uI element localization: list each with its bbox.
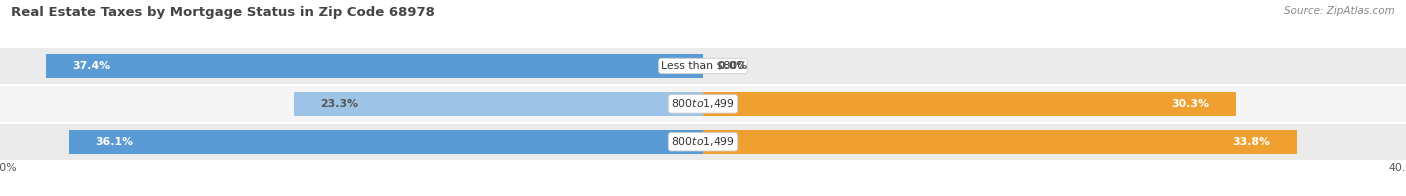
Text: $800 to $1,499: $800 to $1,499 [671, 97, 735, 110]
Bar [0, 86, 1406, 122]
Bar [0, 48, 1406, 84]
Bar [703, 130, 1296, 153]
Text: 30.3%: 30.3% [1171, 99, 1209, 109]
Bar [294, 92, 703, 116]
Bar [69, 130, 703, 153]
Text: 23.3%: 23.3% [321, 99, 359, 109]
Text: Less than $800: Less than $800 [661, 61, 745, 71]
Text: 36.1%: 36.1% [94, 137, 134, 147]
Bar [46, 54, 703, 78]
Bar [0, 124, 1406, 160]
Text: 37.4%: 37.4% [72, 61, 110, 71]
Text: 0.0%: 0.0% [717, 61, 748, 71]
Text: $800 to $1,499: $800 to $1,499 [671, 135, 735, 148]
Text: Real Estate Taxes by Mortgage Status in Zip Code 68978: Real Estate Taxes by Mortgage Status in … [11, 6, 434, 19]
Bar [703, 92, 1236, 116]
Text: 33.8%: 33.8% [1233, 137, 1271, 147]
Text: Source: ZipAtlas.com: Source: ZipAtlas.com [1284, 6, 1395, 16]
